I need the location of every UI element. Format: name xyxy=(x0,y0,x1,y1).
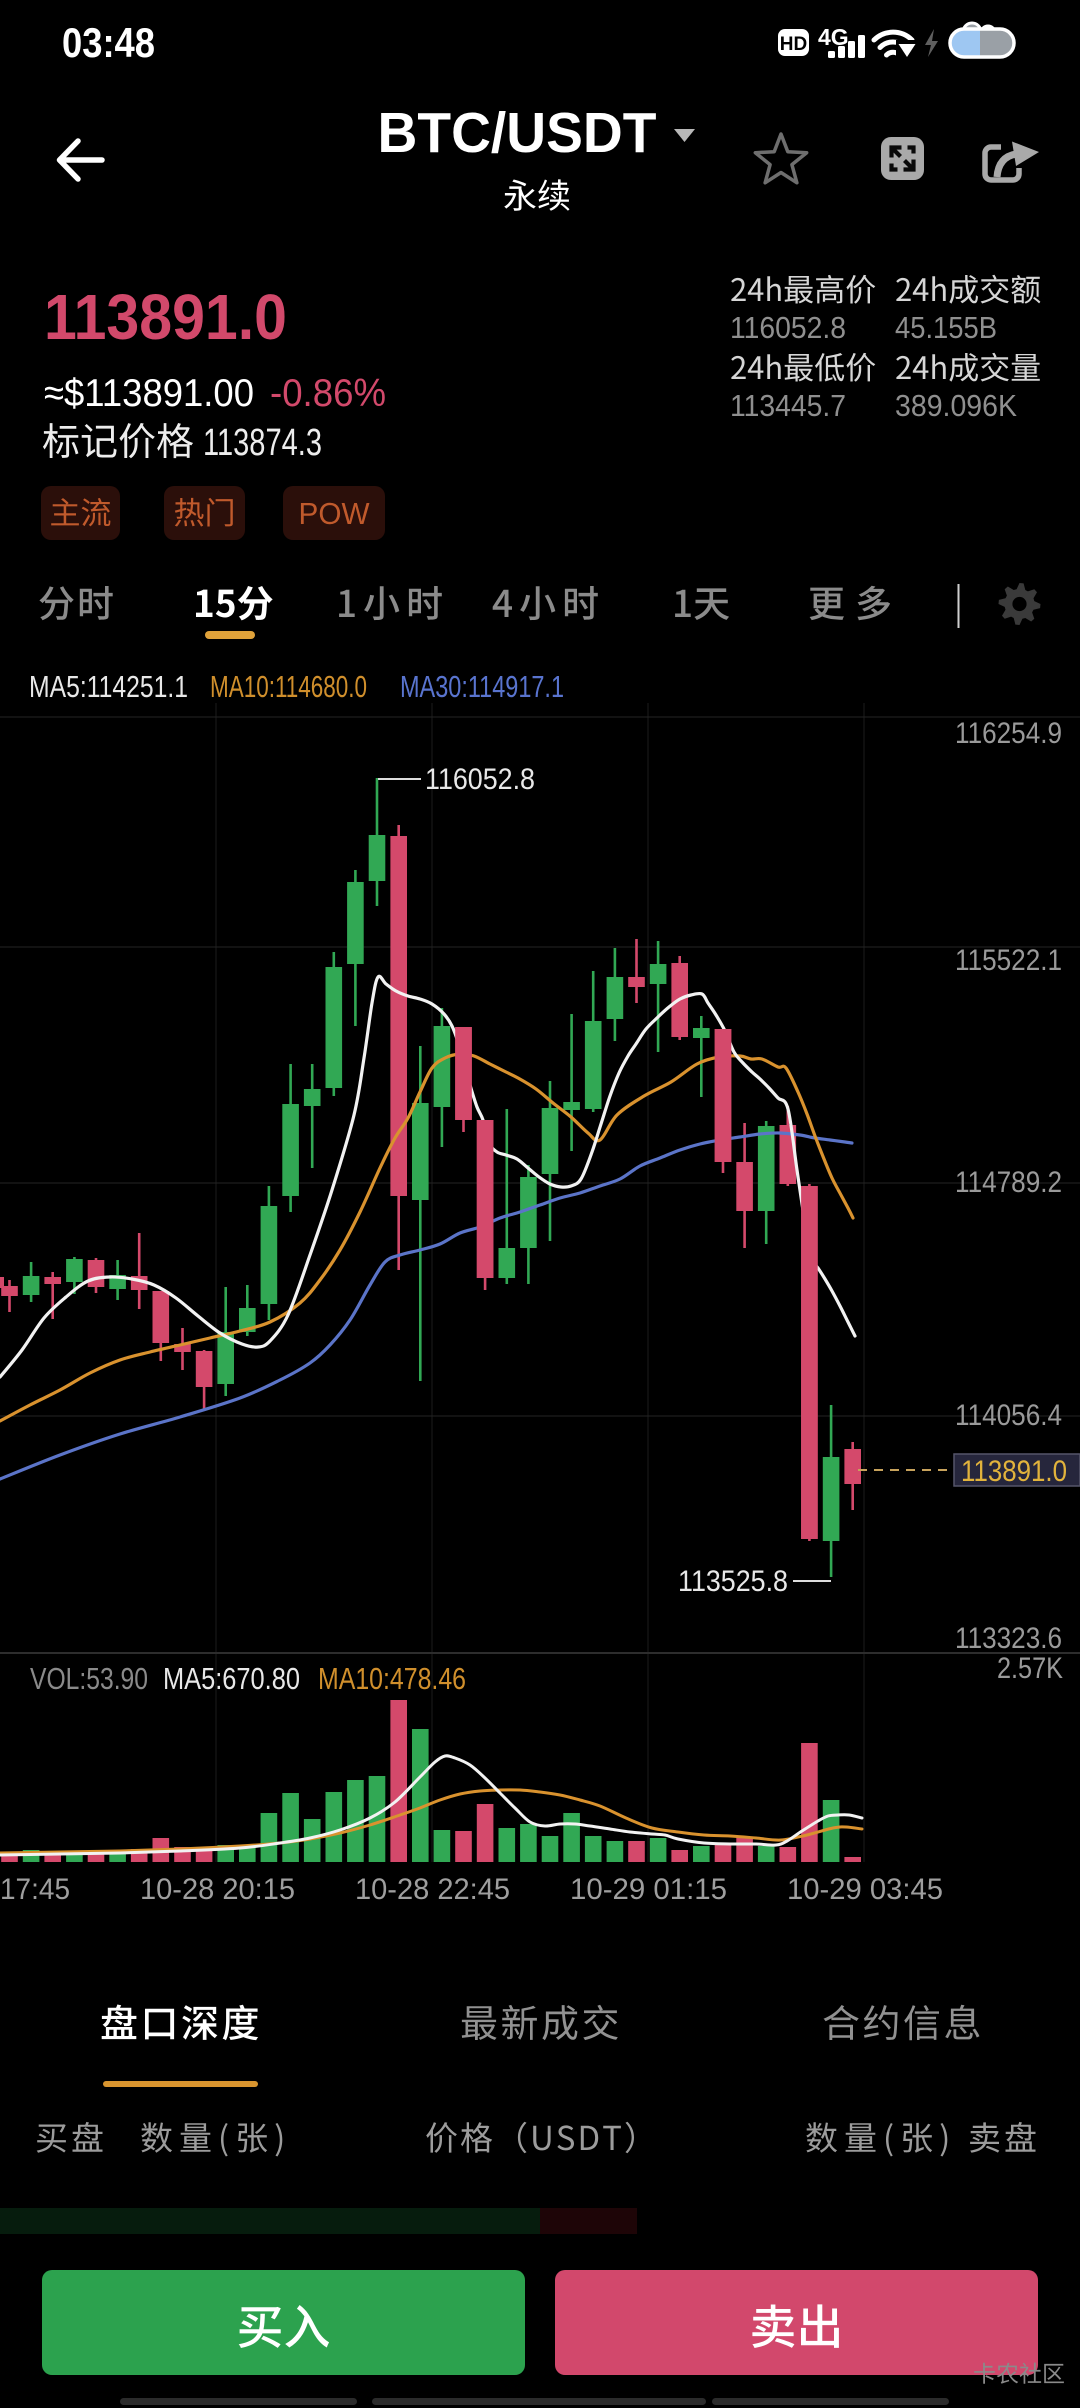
svg-text:389.096K: 389.096K xyxy=(895,388,1017,423)
svg-text:03:48: 03:48 xyxy=(62,19,155,66)
svg-text:114056.4: 114056.4 xyxy=(955,1399,1062,1432)
svg-text:MA30:114917.1: MA30:114917.1 xyxy=(400,669,564,704)
svg-text:116052.8: 116052.8 xyxy=(425,763,535,796)
svg-text:17:45: 17:45 xyxy=(0,1873,70,1906)
svg-text:113323.6: 113323.6 xyxy=(955,1622,1062,1655)
svg-text:113874.3: 113874.3 xyxy=(203,422,322,464)
svg-text:113891.0: 113891.0 xyxy=(44,281,287,353)
svg-text:MA5:114251.1: MA5:114251.1 xyxy=(29,669,188,704)
svg-text:10-29 01:15: 10-29 01:15 xyxy=(570,1873,727,1906)
svg-text:MA10:114680.0: MA10:114680.0 xyxy=(210,669,367,704)
svg-text:113445.7: 113445.7 xyxy=(730,388,846,423)
svg-text:MA5:670.80: MA5:670.80 xyxy=(163,1661,300,1696)
svg-text:BTC/USDT: BTC/USDT xyxy=(378,101,657,165)
svg-text:116254.9: 116254.9 xyxy=(955,717,1062,750)
svg-text:4G: 4G xyxy=(818,24,849,50)
svg-text:114789.2: 114789.2 xyxy=(955,1166,1062,1199)
svg-text:113891.0: 113891.0 xyxy=(961,1455,1067,1488)
svg-text:POW: POW xyxy=(299,496,371,531)
svg-text:115522.1: 115522.1 xyxy=(955,944,1062,977)
svg-text:VOL:53.90: VOL:53.90 xyxy=(30,1661,148,1696)
svg-text:-0.86%: -0.86% xyxy=(270,372,386,415)
svg-text:10-28 20:15: 10-28 20:15 xyxy=(140,1873,295,1906)
svg-text:HD: HD xyxy=(780,34,807,55)
svg-text:MA10:478.46: MA10:478.46 xyxy=(318,1661,466,1696)
svg-text:≈$113891.00: ≈$113891.00 xyxy=(44,372,254,415)
svg-text:10-29 03:45: 10-29 03:45 xyxy=(787,1873,943,1906)
svg-text:10-28 22:45: 10-28 22:45 xyxy=(355,1873,510,1906)
svg-text:2.57K: 2.57K xyxy=(997,1652,1063,1685)
svg-text:45.155B: 45.155B xyxy=(895,310,997,345)
svg-text:116052.8: 116052.8 xyxy=(730,310,846,345)
svg-text:113525.8: 113525.8 xyxy=(678,1565,788,1598)
